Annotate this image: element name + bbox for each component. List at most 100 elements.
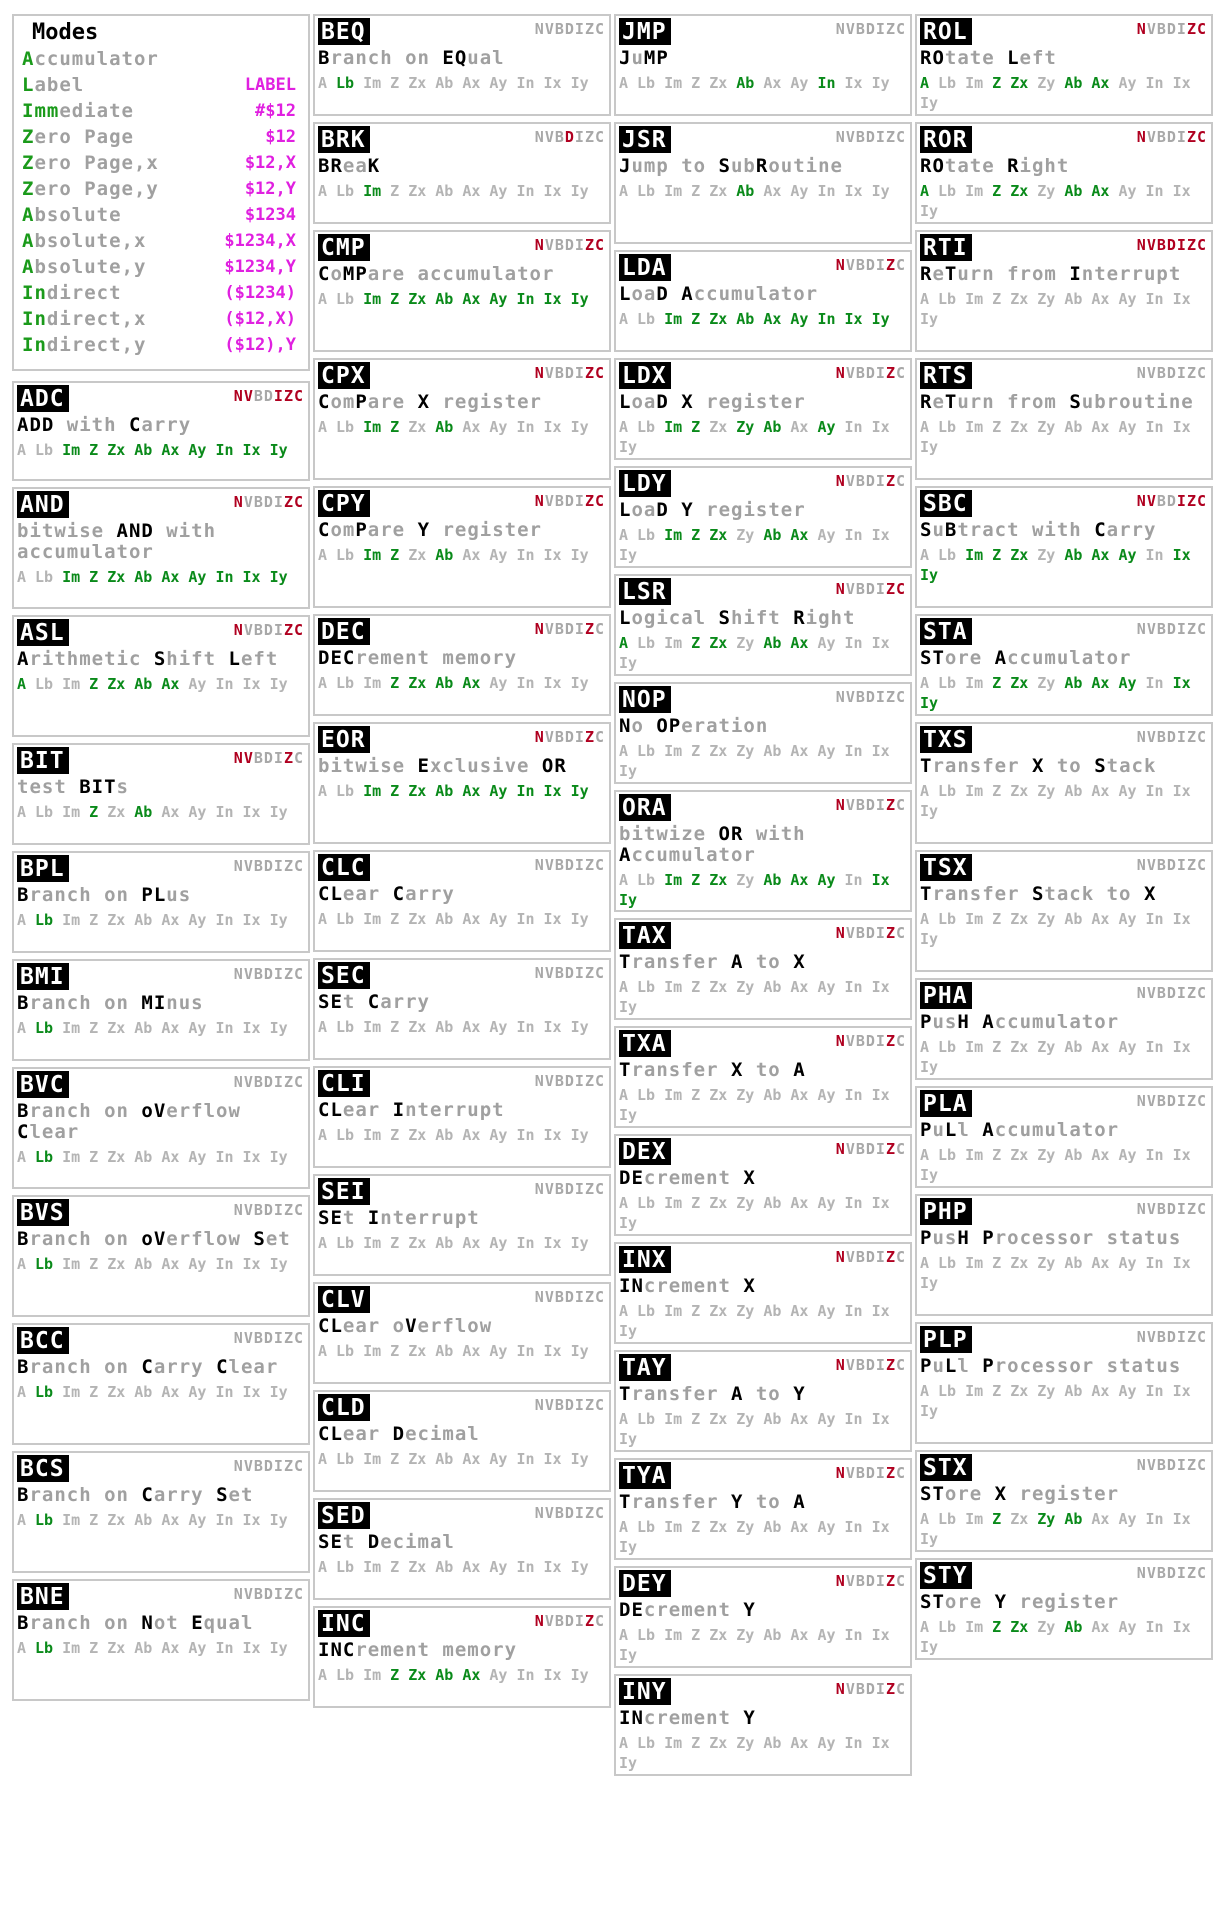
mode-zx: Zx: [107, 1383, 126, 1401]
card-header: SBC NVBDIZC: [920, 490, 1208, 520]
mnemonic: CMP: [318, 234, 370, 261]
flag-d: D: [263, 749, 274, 767]
flag-v: V: [1146, 364, 1157, 382]
flag-d: D: [865, 1572, 876, 1590]
mode-ax: Ax: [462, 910, 481, 928]
mode-im: Im: [62, 1383, 81, 1401]
mode-row: Absolute,y $1234,Y: [22, 254, 300, 280]
mode-ab: Ab: [736, 74, 755, 92]
mode-iy: Iy: [920, 94, 939, 112]
flags: NVBDIZC: [836, 472, 906, 490]
mode-im: Im: [664, 1194, 683, 1212]
mode-ix: Ix: [543, 782, 562, 800]
flag-c: C: [895, 1464, 906, 1482]
mode-ix: Ix: [1172, 1382, 1191, 1400]
description: Branch on Not Equal: [17, 1613, 305, 1634]
mode-zx: Zx: [709, 526, 728, 544]
flag-c: C: [895, 256, 906, 274]
card-header: TXA NVBDIZC: [619, 1030, 907, 1060]
mode-ay: Ay: [489, 546, 508, 564]
desc-text: ransfer: [932, 755, 1032, 777]
mode-ab: Ab: [1064, 674, 1083, 692]
flag-z: Z: [283, 621, 294, 639]
flag-b: B: [855, 1680, 866, 1698]
flags: NVBDIZC: [234, 387, 304, 405]
description: Transfer X to A: [619, 1060, 907, 1081]
mode-in: In: [516, 546, 535, 564]
addressing-modes: A Lb Im Z Zx Ab Ax Ay In Ix Iy: [17, 910, 305, 930]
flag-n: N: [835, 1680, 846, 1698]
flag-n: N: [233, 1457, 244, 1475]
mode-in: In: [844, 978, 863, 996]
instruction-card-plp: PLP NVBDIZC PuLl Processor status A Lb Im Z Zx Z…: [915, 1322, 1213, 1444]
mode-ax: Ax: [161, 1383, 180, 1401]
mode-in: In: [215, 1148, 234, 1166]
mode-iy: Iy: [269, 1639, 288, 1657]
mode-im: Im: [62, 568, 81, 586]
desc-text: et: [265, 1228, 291, 1250]
desc-key: CL: [318, 1423, 343, 1445]
mode-a: A: [920, 1510, 930, 1528]
desc-text: arry: [380, 991, 430, 1013]
desc-key: BR: [318, 155, 343, 177]
mode-zx: Zx: [408, 1126, 427, 1144]
mode-zx: Zx: [1010, 910, 1029, 928]
mode-im: Im: [363, 1018, 382, 1036]
mode-zx: Zx: [107, 1148, 126, 1166]
desc-text: crement: [643, 1275, 744, 1297]
mode-lb: Lb: [938, 1618, 957, 1636]
flag-z: Z: [885, 1140, 896, 1158]
desc-text: to: [743, 1059, 794, 1081]
flag-d: D: [263, 965, 274, 983]
flag-d: D: [1166, 236, 1177, 254]
desc-text: tack to: [1044, 883, 1144, 905]
column-4: ROL NVBDIZC ROtate Left A Lb Im Z Zx Zy Ab Ax Ay In I…: [915, 14, 1213, 1660]
desc-text: lear: [29, 1121, 80, 1143]
mode-ay: Ay: [1118, 910, 1137, 928]
flags: NVBDIZC: [836, 364, 906, 382]
desc-key: C: [367, 991, 381, 1013]
desc-text: ccumulator: [693, 283, 819, 305]
flag-c: C: [1196, 1328, 1207, 1346]
mode-example: $12,X: [244, 153, 296, 173]
flag-i: I: [574, 856, 585, 874]
mnemonic: PLA: [920, 1090, 972, 1117]
mode-zx: Zx: [408, 290, 427, 308]
mode-ay: Ay: [489, 910, 508, 928]
mode-key: A: [22, 256, 35, 278]
desc-text: arry: [141, 414, 192, 436]
mode-im: Im: [363, 546, 382, 564]
flag-d: D: [1166, 364, 1177, 382]
mode-example: $12,Y: [244, 179, 296, 199]
addressing-modes: A Lb Im Z Zx Ab Ax Ay In Ix Iy: [17, 674, 305, 694]
mode-iy: Iy: [269, 1019, 288, 1037]
mode-zx: Zx: [1010, 1382, 1029, 1400]
desc-text: u: [932, 519, 945, 541]
flag-c: C: [1196, 728, 1207, 746]
flag-c: C: [895, 364, 906, 382]
flag-i: I: [875, 364, 886, 382]
desc-key: S: [718, 607, 731, 629]
desc-text: ransfer: [932, 883, 1032, 905]
desc-key: D: [656, 391, 669, 413]
mode-zy: Zy: [1037, 1510, 1056, 1528]
mode-ix: Ix: [1172, 1618, 1191, 1636]
desc-key: A: [681, 283, 694, 305]
desc-key: MP: [342, 263, 368, 285]
mode-ay: Ay: [1118, 782, 1137, 800]
flag-i: I: [1176, 728, 1187, 746]
desc-key: S: [1094, 755, 1107, 777]
mode-ax: Ax: [161, 1639, 180, 1657]
desc-text: nterrupt: [405, 1099, 505, 1121]
desc-key: R: [755, 155, 769, 177]
flag-z: Z: [1186, 1456, 1197, 1474]
mode-z: Z: [390, 290, 400, 308]
mode-example: ($1234): [224, 283, 296, 303]
mode-im: Im: [664, 1302, 683, 1320]
mnemonic: LDA: [619, 254, 671, 281]
flags: NVBDIZC: [535, 620, 605, 638]
desc-key: T: [920, 883, 933, 905]
flag-i: I: [1176, 364, 1187, 382]
desc-key: R: [1007, 155, 1020, 177]
desc-key: Y: [730, 1491, 744, 1513]
